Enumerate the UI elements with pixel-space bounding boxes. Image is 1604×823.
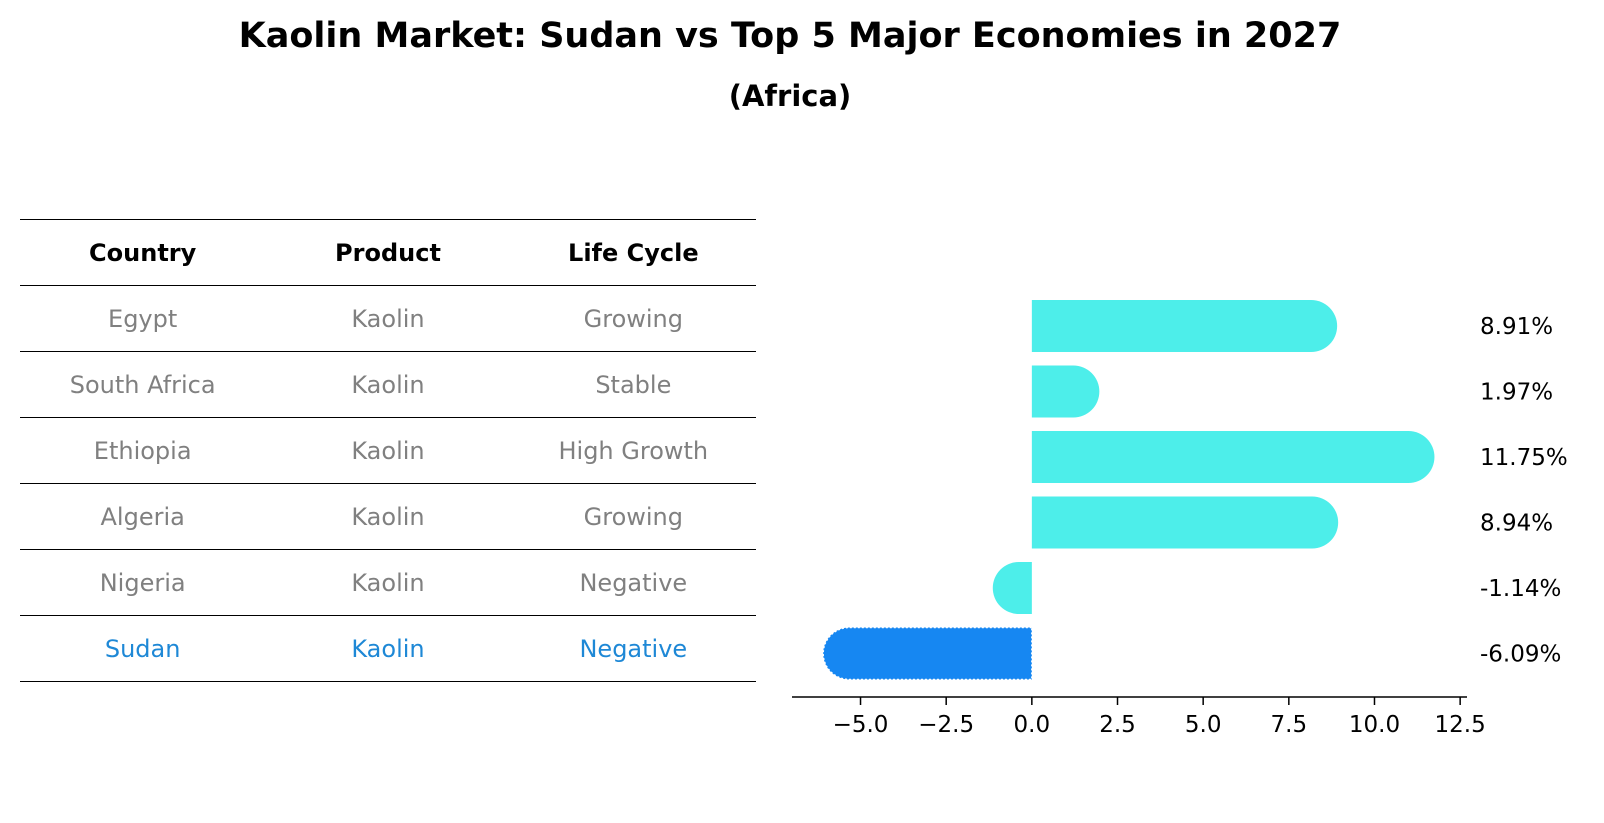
country-table-container: Country Product Life Cycle Egypt Kaolin … [20, 219, 756, 682]
bar-sudan [822, 626, 1033, 681]
cell-country: Egypt [20, 285, 266, 352]
x-tick-label: 7.5 [1271, 712, 1308, 738]
cell-country: Sudan [20, 615, 266, 682]
bar-value-label: 11.75% [1480, 445, 1568, 471]
cell-country: Algeria [20, 483, 266, 550]
x-tick-label: 12.5 [1435, 712, 1486, 738]
cell-product: Kaolin [265, 351, 511, 418]
x-tick-label: 0.0 [1014, 712, 1051, 738]
bar-value-label: -6.09% [1480, 642, 1561, 668]
bar-value-label: 1.97% [1480, 380, 1553, 406]
chart-subtitle: (Africa) [728, 79, 852, 113]
cell-country: South Africa [20, 351, 266, 418]
cell-country: Nigeria [20, 549, 266, 616]
bar-egypt [1031, 300, 1338, 352]
table-row-highlighted: Sudan Kaolin Negative [20, 615, 756, 682]
header-country: Country [20, 219, 266, 286]
table-row: Algeria Kaolin Growing [20, 483, 756, 550]
table-row: South Africa Kaolin Stable [20, 351, 756, 418]
cell-product: Kaolin [265, 549, 511, 616]
bar-value-label: 8.94% [1480, 511, 1553, 537]
x-tick-label: 2.5 [1099, 712, 1136, 738]
table-header-row: Country Product Life Cycle [20, 219, 756, 286]
table-row: Egypt Kaolin Growing [20, 285, 756, 352]
cell-life-cycle: Growing [510, 285, 756, 352]
bar-value-label: 8.91% [1480, 314, 1553, 340]
x-tick-label: −5.0 [833, 712, 889, 738]
x-tick-label: −2.5 [918, 712, 974, 738]
cell-life-cycle: High Growth [510, 417, 756, 484]
cell-life-cycle: Negative [510, 615, 756, 682]
bar-ethiopia [1031, 431, 1435, 483]
bar-south-africa [1031, 365, 1100, 418]
bar-algeria [1031, 496, 1339, 549]
bar-nigeria [992, 562, 1032, 614]
table-row: Ethiopia Kaolin High Growth [20, 417, 756, 484]
cell-life-cycle: Growing [510, 483, 756, 550]
x-tick-label: 10.0 [1349, 712, 1400, 738]
cell-product: Kaolin [265, 285, 511, 352]
cell-product: Kaolin [265, 483, 511, 550]
cell-product: Kaolin [265, 615, 511, 682]
cell-country: Ethiopia [20, 417, 266, 484]
table-row: Nigeria Kaolin Negative [20, 549, 756, 616]
cell-life-cycle: Negative [510, 549, 756, 616]
header-life-cycle: Life Cycle [510, 219, 756, 286]
country-table: Country Product Life Cycle Egypt Kaolin … [20, 219, 756, 682]
bar-value-label: -1.14% [1480, 576, 1561, 602]
chart-title: Kaolin Market: Sudan vs Top 5 Major Econ… [238, 16, 1342, 56]
header-product: Product [265, 219, 511, 286]
cell-product: Kaolin [265, 417, 511, 484]
x-tick-label: 5.0 [1185, 712, 1222, 738]
